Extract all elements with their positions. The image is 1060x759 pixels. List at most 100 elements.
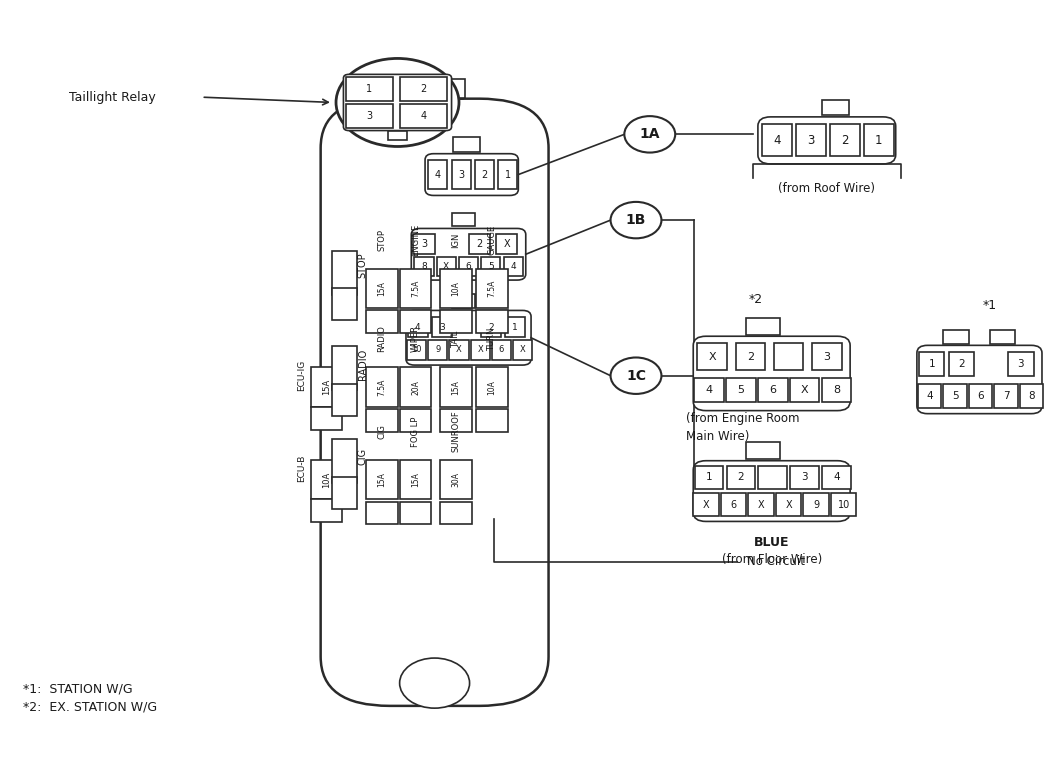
Bar [400,409,431,432]
Bar [969,384,992,408]
Circle shape [336,58,459,146]
Bar [407,340,426,360]
Text: STOP: STOP [377,229,386,251]
Text: 4: 4 [435,169,441,180]
Text: X: X [443,262,449,271]
Text: 3: 3 [458,169,464,180]
Bar [498,160,517,189]
Bar [492,340,511,360]
Bar [496,234,517,254]
Text: 3: 3 [367,111,372,121]
Text: ECU-B: ECU-B [298,455,306,482]
Text: 15A: 15A [411,472,420,487]
Text: 6: 6 [465,262,472,271]
Text: (from Floor Wire): (from Floor Wire) [722,553,822,566]
Circle shape [611,357,661,394]
Text: 7: 7 [1003,391,1009,402]
Bar [432,317,453,337]
Text: 20A: 20A [411,380,420,395]
Bar [388,131,407,140]
Text: *1:  STATION W/G: *1: STATION W/G [23,682,132,696]
Bar [428,340,447,360]
FancyBboxPatch shape [406,310,531,365]
Bar [413,234,435,254]
Text: 3: 3 [1018,359,1024,370]
Text: 10A: 10A [452,281,460,296]
Text: STOP: STOP [357,253,368,279]
Text: 2: 2 [476,238,482,249]
Bar [476,409,508,432]
Bar [442,79,465,98]
Bar [695,466,723,489]
Bar [791,466,819,489]
Text: IGN: IGN [452,232,460,248]
Bar [452,160,471,189]
Text: X: X [477,345,483,354]
Text: 5: 5 [738,385,744,395]
Text: 10: 10 [411,345,422,354]
Text: (from Engine Room: (from Engine Room [686,412,799,426]
Bar [694,378,724,402]
Text: 4: 4 [773,134,781,147]
Text: TAIL: TAIL [452,330,460,348]
Bar [471,340,490,360]
Bar [346,77,393,101]
Bar [759,466,788,489]
Text: 3: 3 [439,323,445,332]
Text: No Circuit: No Circuit [747,555,806,568]
Bar [774,343,803,370]
Text: 3: 3 [801,472,808,483]
Bar [428,160,447,189]
Text: X: X [504,238,510,249]
Bar [332,439,357,483]
Bar [366,367,398,407]
Bar [748,493,774,516]
Bar [790,378,819,402]
Text: CIG: CIG [357,449,368,465]
FancyBboxPatch shape [917,345,1042,414]
Bar [366,460,398,499]
Bar [943,384,967,408]
Text: 5: 5 [952,391,958,402]
Text: 3: 3 [824,351,830,362]
Text: (from Roof Wire): (from Roof Wire) [778,181,876,195]
Bar [758,378,788,402]
Text: X: X [758,499,764,510]
Text: 2: 2 [738,472,744,483]
Bar [332,346,357,390]
Text: 1: 1 [505,169,511,180]
Text: 4: 4 [833,472,840,483]
Bar [481,317,501,337]
Text: 2: 2 [841,134,849,147]
Text: 7.5A: 7.5A [488,280,496,297]
Text: 1A: 1A [639,128,660,141]
Text: 6: 6 [498,345,505,354]
Text: 1: 1 [874,134,883,147]
Bar [440,409,472,432]
Bar [449,340,469,360]
Text: X: X [519,345,526,354]
Text: 1: 1 [367,83,372,94]
Text: 1: 1 [706,472,712,483]
FancyBboxPatch shape [343,74,452,131]
Text: X: X [708,351,717,362]
Text: BLUE: BLUE [754,536,790,550]
Text: 4: 4 [421,111,426,121]
Bar [454,137,479,152]
Bar [332,288,357,320]
Bar [803,493,829,516]
Text: 10: 10 [837,499,850,510]
Text: 10A: 10A [488,380,496,395]
Text: 9: 9 [436,345,440,354]
Bar [513,340,532,360]
Bar [440,502,472,524]
Bar [481,257,500,276]
Text: 4: 4 [706,385,712,395]
Bar [918,384,941,408]
Bar [366,310,398,333]
Bar [311,460,342,499]
Bar [459,257,478,276]
Text: 4: 4 [510,262,516,271]
Text: 5: 5 [488,262,494,271]
Text: 8: 8 [833,385,840,395]
